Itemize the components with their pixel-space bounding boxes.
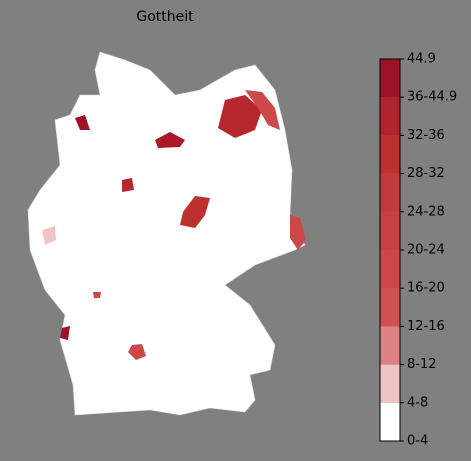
region [180,196,210,228]
map-title: Gottheit [136,9,194,25]
colorbar-label: 44.9 [407,52,436,67]
country-outline [27,51,306,416]
colorbar-band [380,211,400,250]
colorbar-band [380,135,400,174]
region [128,344,146,360]
colorbar-label: 16-20 [407,281,445,296]
colorbar-band [380,288,400,327]
colorbar-band [380,250,400,289]
colorbar-band [380,97,400,136]
region [245,90,280,130]
colorbar-label: 36-44.9 [407,90,457,105]
colorbar: 0-4 4-8 8-12 12-16 16-20 20-24 24-28 28-32 32-36… [379,52,457,449]
colorbar-label: 20-24 [407,243,445,258]
region [218,95,262,138]
colorbar-band [380,364,400,403]
region [75,115,90,130]
colorbar-band [380,402,400,441]
region [290,215,306,250]
colorbar-label: 4-8 [407,395,428,410]
region [93,292,101,298]
region [60,326,70,340]
region [122,178,134,192]
colorbar-band [380,173,400,212]
colorbar-label: 0-4 [407,434,428,449]
colorbar-label: 28-32 [407,166,445,181]
colorbar-label: 12-16 [407,319,445,334]
colorbar-label: 8-12 [407,357,437,372]
region [42,226,56,245]
colorbar-label: 24-28 [407,204,445,219]
colorbar-label: 32-36 [407,128,445,143]
region [155,132,185,148]
colorbar-band [380,326,400,365]
germany-map [27,51,306,416]
colorbar-band [380,59,400,98]
